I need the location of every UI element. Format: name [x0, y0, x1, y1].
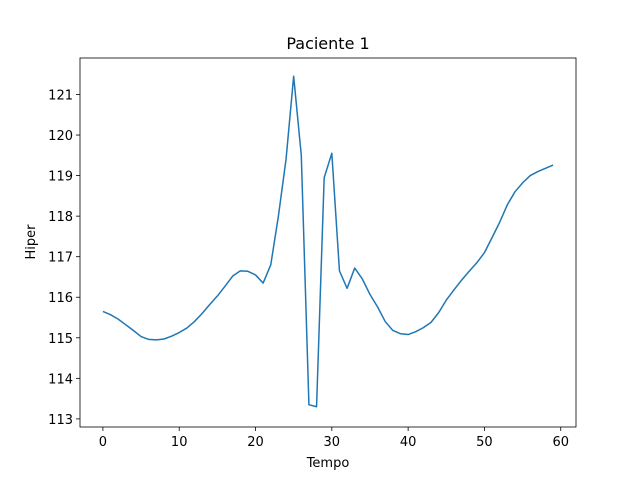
y-tick-label: 117 — [48, 251, 73, 266]
x-tick-label: 0 — [99, 435, 107, 450]
x-tick-label: 10 — [171, 435, 188, 450]
y-tick-label: 115 — [48, 332, 73, 347]
y-tick-label: 119 — [48, 170, 73, 185]
y-tick-label: 113 — [48, 413, 73, 428]
x-tick-label: 40 — [400, 435, 417, 450]
y-axis-label: Hiper — [24, 224, 39, 260]
x-tick-label: 60 — [552, 435, 569, 450]
y-tick-label: 120 — [48, 129, 73, 144]
x-tick-label: 50 — [476, 435, 493, 450]
axes-frame — [79, 57, 577, 428]
series-line — [102, 75, 554, 408]
x-tick-label: 30 — [324, 435, 341, 450]
y-tick-label: 116 — [48, 291, 73, 306]
y-tick-label: 121 — [48, 88, 73, 103]
y-tick-label: 118 — [48, 210, 73, 225]
chart-title: Paciente 1 — [286, 34, 369, 53]
y-tick-label: 114 — [48, 372, 73, 387]
x-tick-label: 20 — [247, 435, 264, 450]
plot-area: 0 10 20 30 40 50 60 113 114 115 116 117 118 119 120 121 — [48, 57, 577, 450]
x-axis-label: Tempo — [306, 456, 350, 471]
